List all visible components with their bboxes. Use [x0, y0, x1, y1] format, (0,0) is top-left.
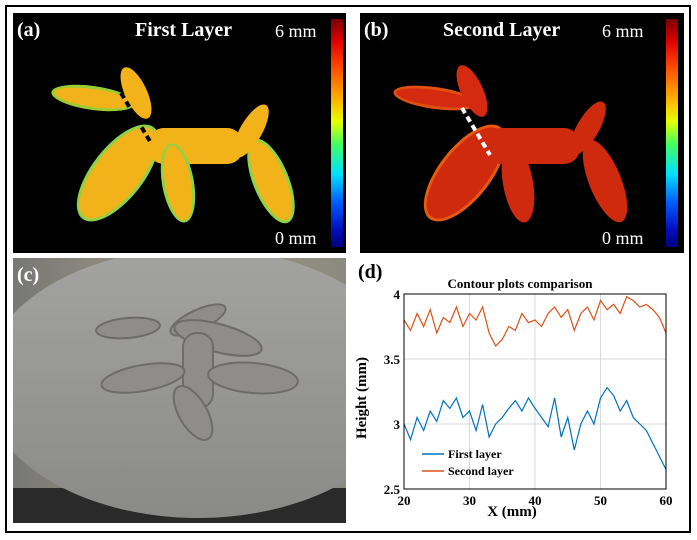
panel-a-scale-bottom: 0 mm — [275, 228, 317, 248]
balloon-dog-scan-second-layer — [393, 65, 628, 223]
y-tick-label: 3.5 — [384, 352, 401, 367]
y-tick-label: 2.5 — [384, 482, 401, 497]
x-tick-label: 20 — [398, 493, 411, 508]
x-tick-label: 40 — [529, 493, 542, 508]
series-line-1 — [403, 386, 667, 470]
balloon-dog-scan-first-layer — [51, 67, 295, 224]
panel-a-scale-top: 6 mm — [275, 21, 317, 41]
chart-grid — [403, 293, 667, 490]
panel-c-label: (c) — [17, 264, 40, 286]
panel-a-colorbar — [331, 19, 343, 247]
panel-a-first-layer-scan: (a) First Layer 6 mm 0 mm — [13, 13, 346, 253]
legend-label-1: First layer — [448, 447, 502, 461]
plot-area-border — [403, 293, 667, 490]
x-tick-label: 30 — [463, 493, 476, 508]
y-tick-label: 4 — [394, 287, 401, 302]
y-axis-label: Height (mm) — [354, 357, 370, 439]
panel-b-scale-top: 6 mm — [602, 21, 644, 41]
y-tick-label: 3 — [394, 417, 401, 432]
panel-b-colorbar — [666, 19, 678, 247]
panel-b-second-layer-scan: (b) Second Layer 6 mm 0 mm — [360, 13, 684, 253]
printed-dog-shape — [95, 303, 299, 441]
legend-label-2: Second layer — [448, 464, 514, 478]
balloon-dog-shape — [393, 65, 628, 223]
panel-a-label: (a) — [17, 19, 41, 41]
x-tick-label: 60 — [660, 493, 673, 508]
chart-legend: First layer Second layer — [422, 447, 514, 478]
panel-d-contour-chart: (d) Contour plots comparison 20 30 40 50 60 2… — [352, 258, 686, 523]
panel-c-printed-object-photo: (c) — [13, 258, 346, 523]
panel-b-title: Second Layer — [443, 19, 561, 41]
contour-comparison-chart: (d) Contour plots comparison 20 30 40 50 602… — [354, 261, 673, 520]
x-axis-label: X (mm) — [487, 504, 537, 520]
panel-b-label: (b) — [364, 19, 389, 41]
printed-balloon-dog-photo — [13, 258, 346, 523]
panel-d-label: (d) — [358, 261, 382, 283]
chart-series — [403, 295, 667, 470]
chart-ticks: 20 30 40 50 60 2.5 3 3.5 4 — [384, 287, 673, 508]
panel-a-title: First Layer — [135, 19, 233, 41]
series-line-2 — [403, 295, 667, 348]
chart-title: Contour plots comparison — [448, 276, 594, 291]
balloon-dog-shape — [51, 67, 295, 224]
x-tick-label: 50 — [594, 493, 607, 508]
panel-b-scale-bottom: 0 mm — [602, 228, 644, 248]
